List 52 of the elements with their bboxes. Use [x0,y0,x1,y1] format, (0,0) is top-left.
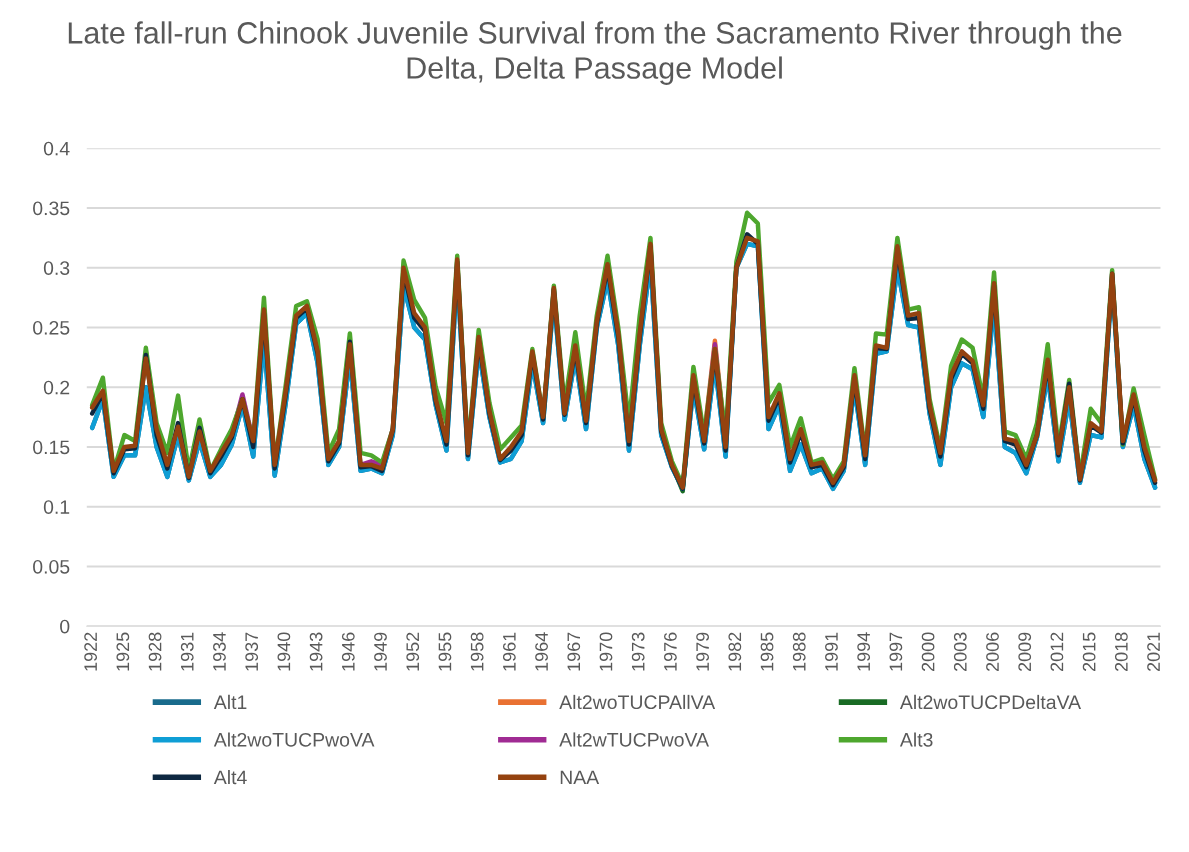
x-tick-label: 1934 [213,632,226,671]
x-tick-label: 2021 [1147,632,1160,672]
x-tick-label: 1931 [180,632,194,671]
x-tick-label: 1991 [825,632,838,671]
legend-label: Alt4 [213,769,247,785]
x-tick-label: 1979 [696,632,709,671]
x-tick-label: 1967 [567,632,581,671]
x-tick-label: 1988 [792,632,806,671]
x-tick-label: 2003 [953,632,967,672]
x-tick-label: 1985 [760,632,774,671]
y-tick-label: 0.3 [43,261,70,275]
x-tick-label: 1997 [889,632,903,671]
x-tick-label: 1943 [309,632,323,671]
y-tick-label: 0.35 [33,201,70,216]
x-tick-label: 1961 [502,632,516,671]
x-tick-label: 1952 [406,632,420,671]
x-tick-label: 2006 [986,632,999,672]
legend-label: NAA [560,770,600,785]
x-tick-label: 1922 [84,632,98,671]
y-tick-label: 0.1 [43,500,70,514]
x-tick-label: 2012 [1050,632,1064,672]
legend-label: Alt1 [213,694,247,710]
x-tick-label: 1940 [277,632,291,671]
x-tick-label: 1937 [245,632,259,671]
legend-label: Alt2wTUCPwoVA [559,732,709,747]
x-tick-label: 2000 [921,632,935,672]
x-tick-label: 2018 [1114,632,1128,672]
x-tick-label: 2015 [1082,632,1096,672]
legend-label: Alt2woTUCPwoVA [213,732,375,747]
x-tick-label: 1982 [728,632,742,671]
x-tick-label: 1955 [438,632,452,671]
y-tick-label: 0.25 [33,320,70,335]
y-tick-label: 0.05 [33,559,70,574]
x-tick-label: 1970 [599,632,613,671]
x-tick-label: 1964 [535,632,548,671]
legend-label: Alt2woTUCPDeltaVA [899,694,1082,710]
legend-label: Alt3 [899,732,933,747]
x-tick-label: 2009 [1018,632,1032,672]
chart-title: Late fall-run Chinook Juvenile Survival from the Sacramento River through the Delta, Delta Passage Model [68,21,1122,85]
x-tick-label: 1976 [664,632,677,671]
x-tick-label: 1994 [857,632,871,671]
y-tick-label: 0 [60,619,70,634]
x-tick-label: 1958 [470,632,484,671]
x-tick-label: 1946 [341,632,355,671]
x-tick-label: 1949 [374,632,387,671]
legend-label: Alt2woTUCPAllVA [559,694,716,710]
y-tick-label: 0.4 [43,141,70,156]
y-tick-label: 0.15 [33,440,70,455]
x-tick-label: 1973 [631,632,645,671]
x-tick-label: 1928 [148,632,162,671]
x-tick-label: 1925 [116,632,130,671]
y-tick-label: 0.2 [43,380,70,395]
